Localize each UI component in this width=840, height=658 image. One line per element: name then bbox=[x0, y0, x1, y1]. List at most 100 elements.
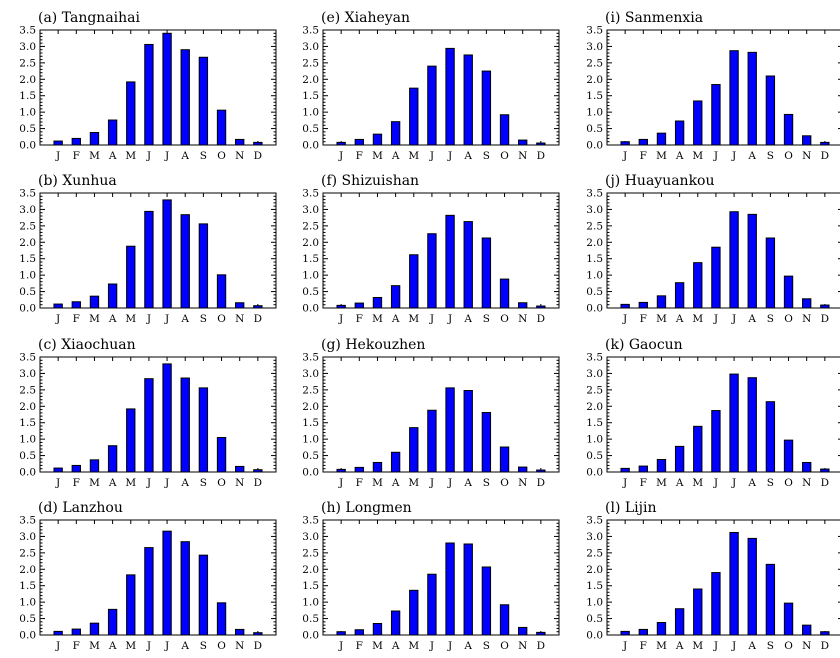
y-tick-label: 1.0 bbox=[302, 107, 319, 119]
y-tick-label: 2.5 bbox=[302, 384, 319, 396]
bar bbox=[656, 622, 667, 636]
y-tick-label: 1.0 bbox=[586, 107, 603, 119]
bar bbox=[216, 602, 227, 636]
x-tick-label: N bbox=[235, 640, 244, 652]
x-tick-label: M bbox=[89, 313, 100, 325]
y-tick-label: 2.0 bbox=[586, 74, 603, 86]
y-tick-label: 3.5 bbox=[19, 25, 36, 37]
y-tick-label: 3.5 bbox=[586, 352, 603, 364]
x-tick-label: S bbox=[200, 640, 207, 652]
x-tick-label: A bbox=[463, 477, 472, 489]
bar bbox=[729, 211, 739, 309]
y-tick-label: 1.5 bbox=[19, 253, 36, 265]
x-tick-label: M bbox=[372, 640, 383, 652]
y-tick-label: 0.5 bbox=[586, 123, 603, 135]
x-tick-label: N bbox=[802, 477, 811, 489]
y-tick-label: 1.5 bbox=[302, 90, 319, 102]
y-tick-label: 2.5 bbox=[19, 547, 36, 559]
x-tick-label: J bbox=[338, 640, 343, 652]
bar bbox=[783, 439, 794, 473]
x-tick-label: D bbox=[821, 477, 829, 489]
x-tick-label: J bbox=[146, 313, 151, 325]
y-tick-label: 3.5 bbox=[302, 25, 319, 37]
x-tick-label: J bbox=[164, 150, 169, 162]
bar bbox=[674, 282, 685, 309]
x-tick-label: O bbox=[784, 640, 793, 652]
plot-frame bbox=[39, 519, 277, 636]
bar bbox=[354, 302, 364, 309]
x-tick-label: A bbox=[180, 313, 189, 325]
bar bbox=[463, 543, 473, 636]
y-tick-label: 2.0 bbox=[19, 74, 36, 86]
x-tick-label: D bbox=[821, 150, 829, 162]
y-tick-label: 2.0 bbox=[586, 564, 603, 576]
bar bbox=[71, 628, 81, 636]
bar bbox=[499, 278, 510, 309]
x-tick-label: J bbox=[429, 640, 434, 652]
x-tick-label: D bbox=[537, 640, 545, 652]
bar bbox=[638, 465, 648, 473]
x-tick-label: D bbox=[254, 150, 262, 162]
y-tick-label: 2.5 bbox=[586, 547, 603, 559]
bar bbox=[235, 302, 245, 309]
x-tick-label: D bbox=[537, 313, 545, 325]
plot-frame bbox=[39, 29, 277, 146]
bar bbox=[638, 301, 648, 309]
chart-panel: (j) Huayuankou 0.0 0.5 1.0 1.5 2.0 2.5 3.0 3.5 J F… bbox=[586, 173, 840, 325]
x-tick-label: A bbox=[675, 477, 684, 489]
bar bbox=[445, 214, 455, 309]
y-tick-label: 3.5 bbox=[19, 188, 36, 200]
bar bbox=[481, 412, 492, 473]
bar bbox=[765, 401, 776, 473]
x-tick-label: N bbox=[518, 313, 527, 325]
bar bbox=[216, 109, 227, 146]
x-tick-label: D bbox=[821, 313, 829, 325]
y-tick-label: 2.0 bbox=[302, 401, 319, 413]
x-tick-label: J bbox=[55, 313, 60, 325]
bar bbox=[820, 468, 830, 473]
y-tick-label: 2.0 bbox=[586, 401, 603, 413]
bar bbox=[711, 84, 721, 146]
bar bbox=[336, 468, 346, 473]
panel-title: (e) Xiaheyan bbox=[321, 10, 410, 26]
x-tick-label: A bbox=[108, 313, 117, 325]
y-tick-label: 0.0 bbox=[19, 630, 36, 642]
x-tick-label: M bbox=[408, 640, 419, 652]
y-tick-label: 1.5 bbox=[586, 580, 603, 592]
y-tick-label: 0.5 bbox=[586, 286, 603, 298]
y-tick-label: 1.0 bbox=[586, 597, 603, 609]
bar bbox=[820, 141, 830, 146]
bar bbox=[729, 531, 739, 636]
x-tick-label: M bbox=[125, 477, 136, 489]
x-tick-label: N bbox=[518, 477, 527, 489]
bar bbox=[620, 467, 630, 473]
bar bbox=[674, 608, 685, 636]
bar bbox=[656, 295, 667, 309]
bar bbox=[674, 445, 685, 473]
y-tick-label: 2.5 bbox=[586, 384, 603, 396]
x-tick-label: A bbox=[747, 477, 756, 489]
bar bbox=[53, 630, 63, 636]
bar bbox=[638, 138, 648, 146]
x-tick-label: J bbox=[622, 477, 627, 489]
y-tick-label: 3.5 bbox=[19, 352, 36, 364]
y-tick-label: 2.5 bbox=[586, 57, 603, 69]
x-tick-label: F bbox=[640, 640, 647, 652]
bar bbox=[536, 631, 546, 636]
x-tick-label: A bbox=[675, 313, 684, 325]
x-tick-label: D bbox=[254, 640, 262, 652]
bar bbox=[372, 133, 383, 146]
bar bbox=[620, 303, 630, 309]
x-tick-label: N bbox=[235, 150, 244, 162]
chart-panel: (a) Tangnaihai 0.0 0.5 1.0 1.5 2.0 2.5 3.0 3.5 J F… bbox=[19, 10, 277, 162]
x-tick-label: M bbox=[692, 150, 703, 162]
x-tick-label: M bbox=[125, 150, 136, 162]
x-tick-label: A bbox=[463, 640, 472, 652]
x-tick-label: N bbox=[802, 640, 811, 652]
y-tick-label: 3.0 bbox=[586, 531, 603, 543]
x-tick-label: S bbox=[767, 313, 774, 325]
